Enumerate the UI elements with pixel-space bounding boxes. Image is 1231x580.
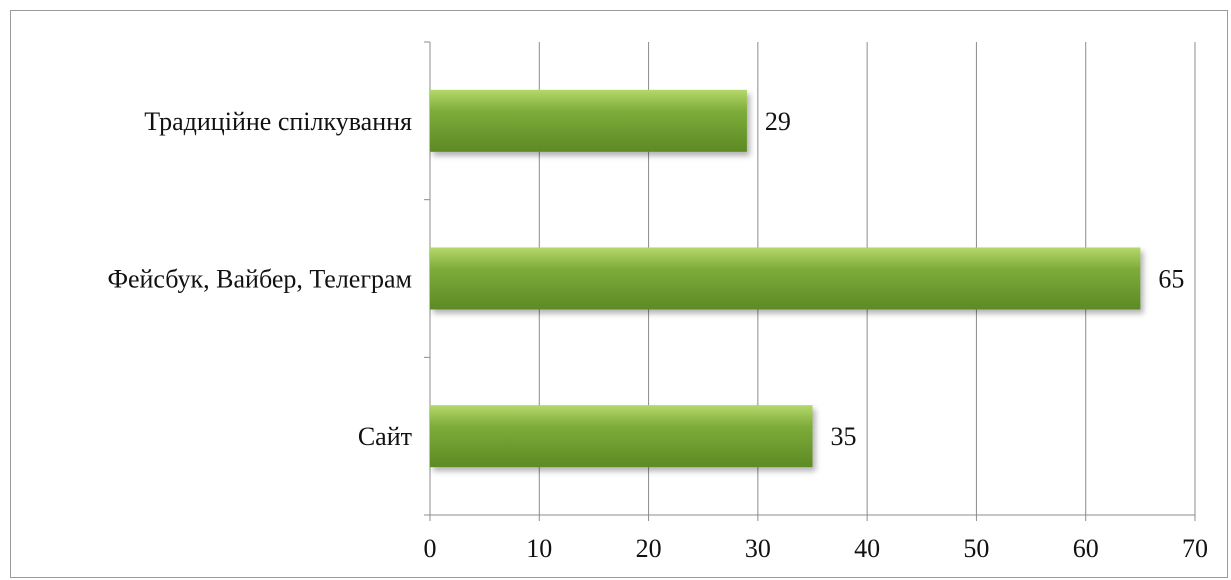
labels: 0 10 20 30 40 50 60 70 Традиційне спілкування 29 Ф… [107,107,1208,563]
x-tick-label: 20 [636,534,662,563]
bars [430,89,1141,468]
x-tick-label: 70 [1182,534,1208,563]
bar-2 [430,247,1141,310]
data-label: 29 [765,107,791,136]
bar-3 [430,405,813,468]
data-label: 65 [1158,265,1184,294]
x-tick-label: 60 [1073,534,1099,563]
bar-1 [430,89,747,152]
data-label: 35 [831,422,857,451]
category-label: Сайт [358,422,412,451]
x-tick-label: 10 [526,534,552,563]
x-tick-label: 40 [854,534,880,563]
x-tick-label: 30 [745,534,771,563]
category-label: Фейсбук, Вайбер, Телеграм [107,265,412,294]
x-tick-label: 0 [424,534,437,563]
category-label: Традиційне спілкування [144,107,412,136]
x-tick-label: 50 [963,534,989,563]
